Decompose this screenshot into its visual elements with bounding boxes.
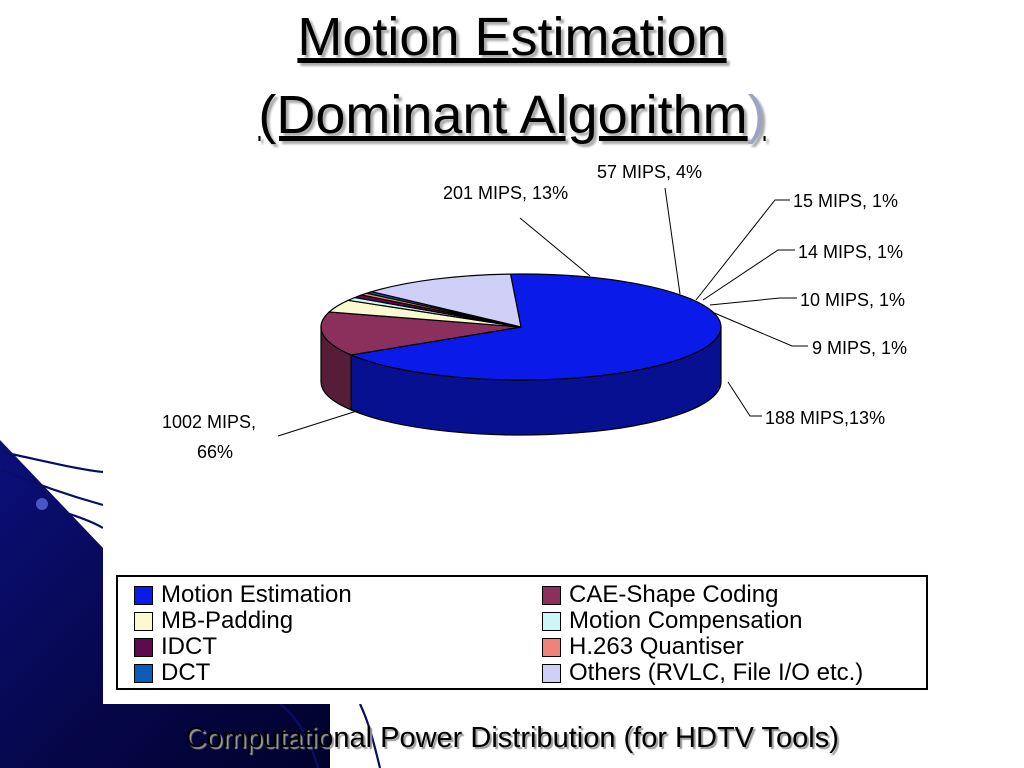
data-label-3: 15 MIPS, 1% bbox=[793, 191, 898, 211]
pie-chart: 1002 MIPS, 66% 201 MIPS, 13% 57 MIPS, 4% 15 … bbox=[162, 162, 907, 462]
leader-line-0 bbox=[277, 409, 361, 437]
legend-item-h-263-quantiser: H.263 Quantiser bbox=[542, 633, 744, 660]
swoosh-line-4 bbox=[279, 703, 320, 768]
legend-label: Motion Compensation bbox=[569, 607, 803, 634]
slide-title-line1: Motion Estimation bbox=[297, 7, 727, 67]
swoosh-line-5 bbox=[359, 703, 382, 768]
title-text: (Dominant Algorithm bbox=[258, 85, 748, 145]
leader-line-7 bbox=[727, 381, 762, 417]
leader-line-1 bbox=[519, 217, 591, 277]
legend-label: IDCT bbox=[161, 633, 217, 660]
legend-label: DCT bbox=[161, 659, 211, 686]
legend-swatch bbox=[134, 611, 153, 631]
legend-swatch bbox=[542, 663, 561, 683]
data-label-2: 57 MIPS, 4% bbox=[597, 162, 702, 182]
orbit-dot bbox=[36, 498, 48, 510]
data-label-4: 14 MIPS, 1% bbox=[798, 242, 903, 262]
chart-legend: Motion Estimation CAE-Shape Coding MB-Padd… bbox=[116, 575, 928, 690]
legend-label: Others (RVLC, File I/O etc.) bbox=[569, 659, 864, 686]
data-label-5: 10 MIPS, 1% bbox=[800, 290, 905, 310]
leader-line-5 bbox=[709, 297, 797, 306]
legend-item-others-rvlc-file-i-o-etc: Others (RVLC, File I/O etc.) bbox=[542, 659, 864, 686]
leader-line-6 bbox=[711, 311, 808, 347]
legend-item-mb-padding: MB-Padding bbox=[134, 607, 294, 634]
legend-item-motion-estimation: Motion Estimation bbox=[134, 581, 352, 608]
corner-wedge-shape bbox=[0, 440, 330, 768]
pie-tops bbox=[320, 273, 722, 381]
legend-item-idct: IDCT bbox=[134, 633, 217, 660]
pie-slice-cae-shape-coding bbox=[320, 311, 522, 356]
legend-label: H.263 Quantiser bbox=[569, 633, 744, 660]
data-label-6: 9 MIPS, 1% bbox=[812, 338, 907, 358]
data-label-1: 201 MIPS, 13% bbox=[443, 183, 568, 203]
legend-swatch bbox=[134, 663, 153, 683]
legend-label: CAE-Shape Coding bbox=[569, 581, 779, 608]
legend-item-dct: DCT bbox=[134, 659, 211, 686]
leader-line-3 bbox=[695, 199, 790, 301]
legend-swatch bbox=[542, 637, 561, 657]
leader-line-4 bbox=[702, 249, 795, 301]
legend-label: Motion Estimation bbox=[161, 581, 352, 608]
pie-labels: 1002 MIPS, 66% 201 MIPS, 13% 57 MIPS, 4% 15 … bbox=[162, 162, 907, 462]
pie-slice-motion-estimation bbox=[349, 273, 722, 381]
legend-swatch bbox=[134, 637, 153, 657]
legend-item-cae-shape-coding: CAE-Shape Coding bbox=[542, 581, 779, 608]
title-closing-paren: ) bbox=[747, 85, 766, 145]
data-label-0: 1002 MIPS, 66% bbox=[162, 412, 256, 462]
slide-title-line2: (Dominant Algorithm) bbox=[0, 88, 1024, 142]
pie-leaders bbox=[277, 187, 808, 437]
swoosh-line-1 bbox=[1, 450, 104, 474]
legend-label: MB-Padding bbox=[161, 607, 294, 634]
leader-line-2 bbox=[664, 187, 681, 295]
pie-slice-others-rvlc-file-i-o-etc bbox=[369, 273, 522, 328]
legend-swatch bbox=[134, 585, 153, 605]
swoosh-line-2 bbox=[1, 468, 104, 507]
legend-swatch bbox=[542, 611, 561, 631]
legend-swatch bbox=[542, 585, 561, 605]
data-label-7: 188 MIPS,13% bbox=[765, 408, 885, 428]
slide-caption: Computational Power Distribution (for HD… bbox=[185, 722, 839, 754]
legend-item-motion-compensation: Motion Compensation bbox=[542, 607, 803, 634]
